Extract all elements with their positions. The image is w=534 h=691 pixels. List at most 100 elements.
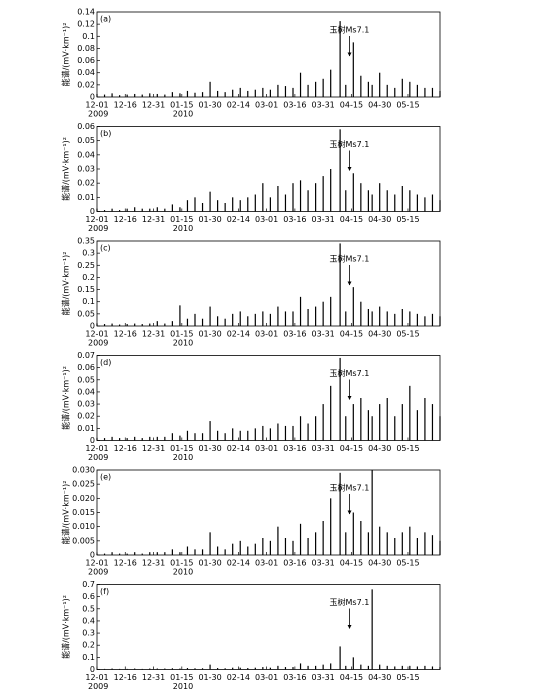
panel-label: (f): [100, 587, 109, 596]
x-tick-label: 12-01: [85, 559, 108, 568]
panel-label: (e): [100, 473, 111, 482]
x-tick-label: 01-15: [170, 673, 193, 682]
y-tick-label: 0.2: [82, 641, 95, 650]
x-tick-label: 01-30: [198, 330, 221, 339]
panel-label: (a): [100, 15, 111, 24]
annotation: 玉树Ms7.1: [330, 254, 370, 264]
x-tick-label: 03-31: [312, 330, 335, 339]
x-tick-label: 03-16: [283, 444, 306, 453]
y-tick-label: 0.07: [77, 351, 95, 360]
x-tick-label: 04-15: [340, 101, 363, 110]
y-axis-label: 能谱/(mV·km⁻¹)²: [61, 23, 71, 87]
x-tick-label: 12-01: [85, 101, 108, 110]
x-tick-label: 01-15: [170, 444, 193, 453]
y-tick-label: 0.020: [72, 494, 95, 503]
y-tick-label: 0.12: [77, 20, 95, 29]
panel: 0 0.05 0.1 0.15 0.2 0.25 0.3 0.35 12-01 12-16 12-3…: [61, 237, 441, 348]
x-tick-label: 05-15: [396, 444, 419, 453]
y-tick-label: 0.35: [77, 237, 95, 246]
x-tick-label: 12-01: [85, 673, 108, 682]
x-tick-label: 02-14: [227, 559, 250, 568]
y-tick-label: 0.6: [82, 592, 95, 601]
x-tick-label: 03-16: [283, 673, 306, 682]
y-tick-label: 0.04: [77, 150, 95, 159]
year-label: 2009: [88, 682, 108, 691]
x-tick-label: 03-01: [255, 673, 278, 682]
x-tick-label: 04-30: [368, 330, 391, 339]
x-tick-label: 01-15: [170, 330, 193, 339]
x-tick-label: 05-15: [396, 101, 419, 110]
y-tick-label: 0.1: [82, 297, 95, 306]
x-tick-label: 04-30: [368, 101, 391, 110]
x-tick-label: 12-31: [142, 673, 165, 682]
x-tick-label: 01-30: [198, 673, 221, 682]
x-tick-label: 12-16: [114, 559, 137, 568]
x-tick-label: 04-30: [368, 444, 391, 453]
panel-label: (c): [100, 244, 111, 253]
x-tick-label: 12-16: [114, 215, 137, 224]
x-tick-label: 03-31: [312, 673, 335, 682]
y-tick-label: 0.01: [77, 424, 95, 433]
x-tick-label: 12-01: [85, 444, 108, 453]
x-tick-label: 12-01: [85, 330, 108, 339]
y-tick-label: 0.06: [77, 122, 95, 131]
y-tick-label: 0: [90, 551, 95, 560]
x-tick-label: 01-15: [170, 101, 193, 110]
y-tick-label: 0.015: [72, 508, 95, 517]
year-label: 2010: [173, 339, 193, 348]
y-tick-label: 0: [90, 665, 95, 674]
x-tick-label: 01-30: [198, 101, 221, 110]
y-tick-label: 0.04: [77, 68, 95, 77]
x-tick-label: 05-15: [396, 673, 419, 682]
y-tick-label: 0.02: [77, 179, 95, 188]
y-tick-label: 0.06: [77, 363, 95, 372]
y-tick-label: 0.01: [77, 193, 95, 202]
annotation: 玉树Ms7.1: [330, 597, 370, 607]
y-axis-label: 能谱/(mV·km⁻¹)²: [61, 481, 71, 545]
x-tick-label: 04-15: [340, 673, 363, 682]
x-tick-label: 12-01: [85, 215, 108, 224]
y-tick-label: 0.005: [72, 536, 95, 545]
x-tick-label: 02-14: [227, 444, 250, 453]
x-tick-label: 04-15: [340, 215, 363, 224]
y-tick-label: 0.03: [77, 165, 95, 174]
y-tick-label: 0.03: [77, 400, 95, 409]
y-tick-label: 0.2: [82, 273, 95, 282]
year-label: 2009: [88, 568, 108, 577]
x-tick-label: 04-30: [368, 559, 391, 568]
annotation: 玉树Ms7.1: [330, 368, 370, 378]
x-tick-label: 03-01: [255, 559, 278, 568]
x-tick-label: 01-30: [198, 444, 221, 453]
plot-frame: [96, 240, 441, 327]
x-tick-label: 01-15: [170, 559, 193, 568]
x-tick-label: 03-01: [255, 444, 278, 453]
plot-frame: [96, 126, 441, 212]
y-tick-label: 0: [90, 93, 95, 102]
year-label: 2009: [88, 224, 108, 233]
x-tick-label: 02-14: [227, 673, 250, 682]
x-tick-label: 03-16: [283, 559, 306, 568]
x-tick-label: 05-15: [396, 330, 419, 339]
y-tick-label: 0.3: [82, 249, 95, 258]
panel: 0 0.02 0.04 0.06 0.08 0.1 0.12 0.14 12-01 12-16 12…: [61, 8, 441, 119]
annotation: 玉树Ms7.1: [330, 483, 370, 493]
y-tick-label: 0.1: [82, 653, 95, 662]
y-tick-label: 0.010: [72, 522, 95, 531]
x-tick-label: 12-31: [142, 215, 165, 224]
y-tick-label: 0.5: [82, 604, 95, 613]
y-tick-label: 0.025: [72, 480, 95, 489]
x-tick-label: 12-16: [114, 330, 137, 339]
x-tick-label: 02-14: [227, 215, 250, 224]
x-tick-label: 02-14: [227, 330, 250, 339]
x-tick-label: 03-01: [255, 330, 278, 339]
panel: 0 0.01 0.02 0.03 0.04 0.05 0.06 0.07 12-01 12-16 1…: [61, 351, 441, 462]
x-tick-label: 03-31: [312, 559, 335, 568]
x-tick-label: 12-16: [114, 444, 137, 453]
y-tick-label: 0.14: [77, 8, 95, 17]
x-tick-label: 03-31: [312, 101, 335, 110]
x-tick-label: 03-16: [283, 101, 306, 110]
x-tick-label: 04-15: [340, 330, 363, 339]
y-tick-label: 0.3: [82, 629, 95, 638]
x-tick-label: 01-15: [170, 215, 193, 224]
